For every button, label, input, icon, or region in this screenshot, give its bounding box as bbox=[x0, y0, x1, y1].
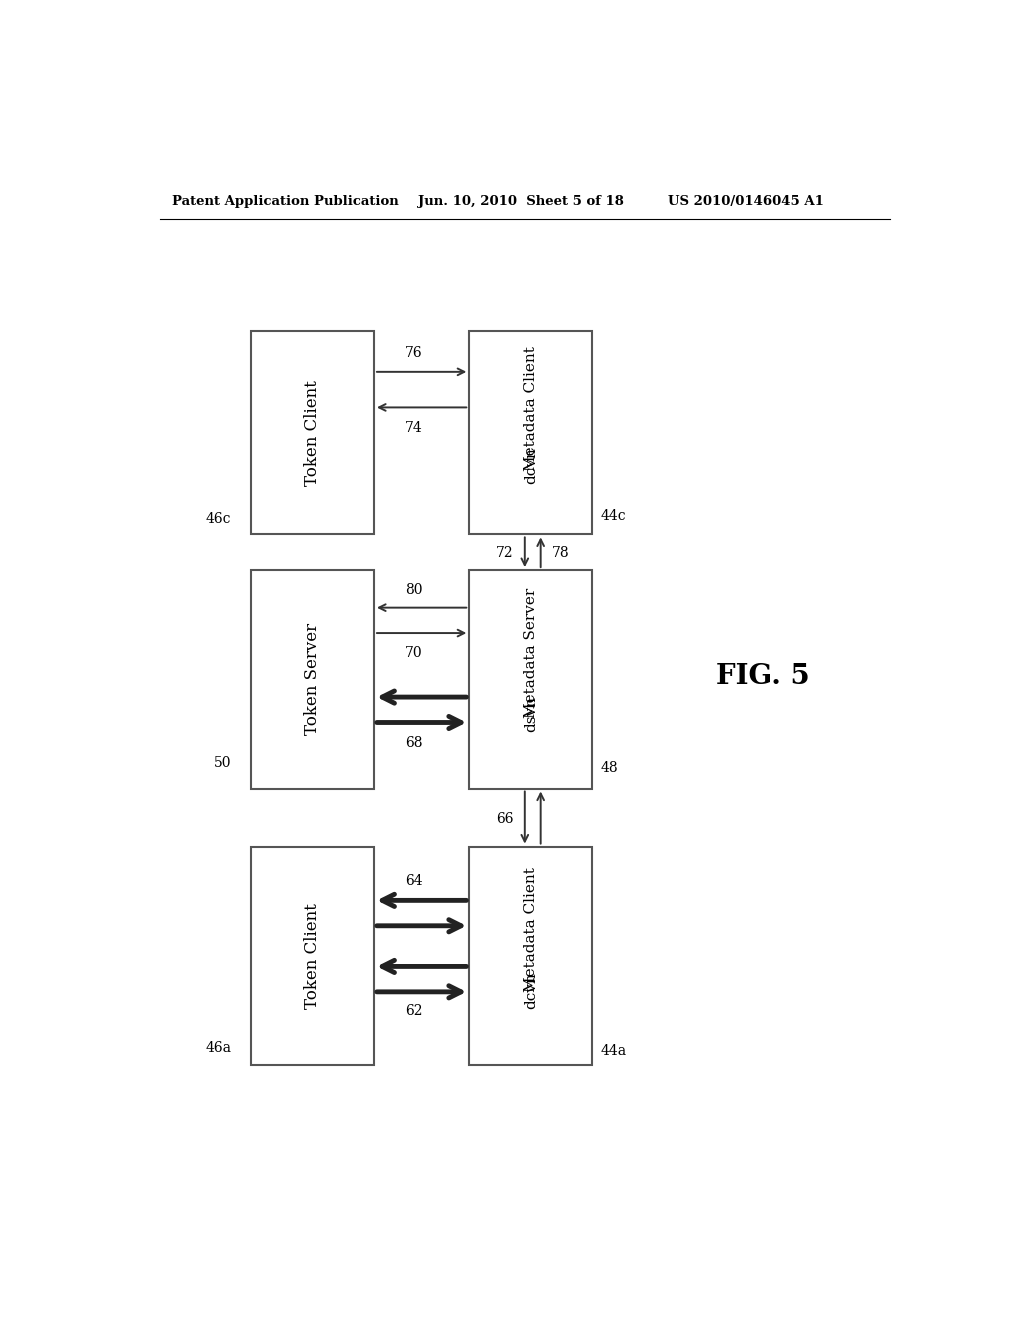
Text: 44a: 44a bbox=[600, 1044, 627, 1057]
Text: 74: 74 bbox=[404, 421, 423, 434]
Bar bbox=[251, 570, 374, 788]
Bar bbox=[469, 331, 592, 535]
Text: 46a: 46a bbox=[205, 1040, 231, 1055]
Bar bbox=[469, 570, 592, 788]
Text: dsvn: dsvn bbox=[523, 696, 538, 733]
Text: 48: 48 bbox=[600, 762, 617, 775]
Text: US 2010/0146045 A1: US 2010/0146045 A1 bbox=[668, 194, 823, 207]
Text: Token Client: Token Client bbox=[304, 903, 321, 1008]
Text: Jun. 10, 2010  Sheet 5 of 18: Jun. 10, 2010 Sheet 5 of 18 bbox=[418, 194, 624, 207]
Bar bbox=[251, 331, 374, 535]
Text: 80: 80 bbox=[404, 583, 423, 598]
Text: 72: 72 bbox=[496, 545, 514, 560]
Text: Metadata Server: Metadata Server bbox=[523, 587, 538, 718]
Text: 68: 68 bbox=[404, 735, 423, 750]
Text: Token Client: Token Client bbox=[304, 380, 321, 486]
Text: 62: 62 bbox=[404, 1005, 423, 1018]
Text: 44c: 44c bbox=[600, 510, 626, 523]
Text: Metadata Client: Metadata Client bbox=[523, 867, 538, 993]
Text: 76: 76 bbox=[404, 346, 423, 359]
Text: 50: 50 bbox=[214, 756, 231, 770]
Text: 46c: 46c bbox=[206, 512, 231, 527]
Text: 78: 78 bbox=[552, 545, 569, 560]
Bar bbox=[251, 846, 374, 1065]
Text: 66: 66 bbox=[497, 812, 514, 826]
Text: dcvn: dcvn bbox=[523, 973, 538, 1008]
Text: 70: 70 bbox=[404, 647, 423, 660]
Text: Token Server: Token Server bbox=[304, 623, 321, 735]
Text: 64: 64 bbox=[404, 874, 423, 888]
Text: dcvn: dcvn bbox=[523, 447, 538, 483]
Text: FIG. 5: FIG. 5 bbox=[716, 663, 810, 690]
Text: Metadata Client: Metadata Client bbox=[523, 346, 538, 471]
Bar bbox=[469, 846, 592, 1065]
Text: Patent Application Publication: Patent Application Publication bbox=[172, 194, 398, 207]
